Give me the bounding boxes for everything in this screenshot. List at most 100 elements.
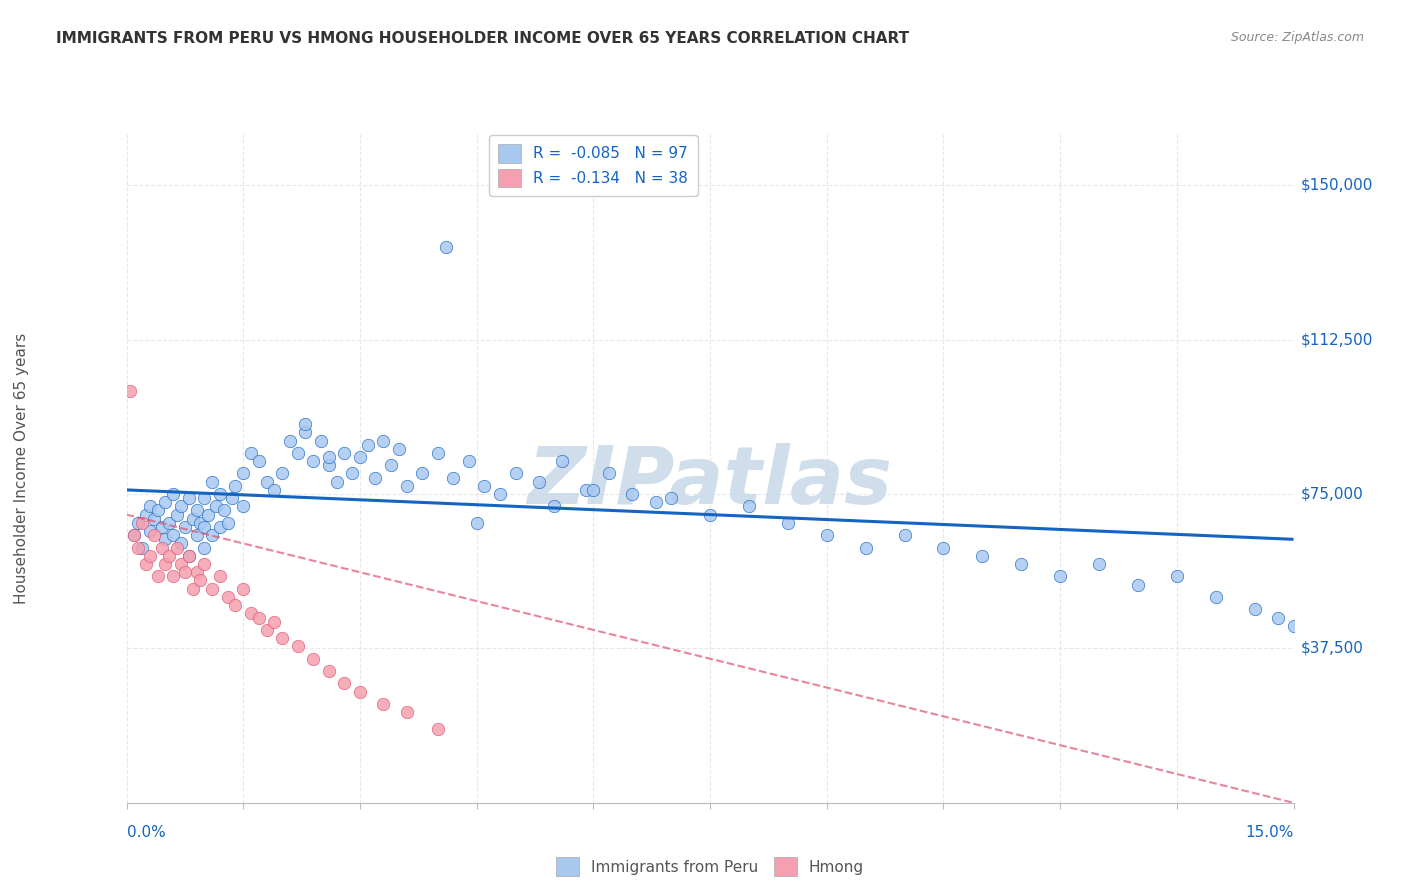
Point <box>426 722 449 736</box>
Point <box>1282 619 1305 633</box>
Point <box>247 610 270 624</box>
Point <box>294 425 316 440</box>
Point <box>333 446 356 460</box>
Point <box>893 528 915 542</box>
Text: 15.0%: 15.0% <box>1246 825 1294 840</box>
Point <box>364 470 387 484</box>
Point <box>146 569 169 583</box>
Point <box>287 640 309 654</box>
Point <box>170 500 193 514</box>
Point <box>155 533 177 547</box>
Point <box>174 520 197 534</box>
Point <box>162 569 184 583</box>
Point <box>465 516 488 530</box>
Point <box>1166 569 1188 583</box>
Point <box>181 512 204 526</box>
Point <box>217 590 239 604</box>
Point <box>232 500 254 514</box>
Point <box>142 528 165 542</box>
Point <box>131 541 153 555</box>
Point <box>738 500 761 514</box>
Point <box>325 475 347 489</box>
Point <box>201 475 224 489</box>
Point <box>373 697 395 711</box>
Point <box>155 557 177 571</box>
Point <box>120 384 142 398</box>
Text: ZIPatlas: ZIPatlas <box>527 442 893 521</box>
Point <box>217 516 239 530</box>
Point <box>278 434 301 448</box>
Point <box>659 491 682 505</box>
Point <box>411 467 433 481</box>
Point <box>349 450 371 464</box>
Point <box>139 549 162 563</box>
Point <box>208 487 231 501</box>
Point <box>309 434 332 448</box>
Point <box>699 508 721 522</box>
Point <box>644 495 666 509</box>
Point <box>166 541 188 555</box>
Point <box>135 557 157 571</box>
Point <box>426 446 449 460</box>
Point <box>380 458 402 473</box>
Point <box>232 467 254 481</box>
Point <box>294 417 316 431</box>
Point <box>142 512 165 526</box>
Point <box>157 549 180 563</box>
Point <box>1126 577 1149 591</box>
Point <box>1205 590 1227 604</box>
Point <box>177 549 200 563</box>
Point <box>174 566 197 580</box>
Point <box>441 470 464 484</box>
Point <box>598 467 620 481</box>
Point <box>271 467 294 481</box>
Point <box>150 541 173 555</box>
Point <box>855 541 877 555</box>
Point <box>776 516 799 530</box>
Point <box>474 479 496 493</box>
Point <box>166 508 188 522</box>
Text: Householder Income Over 65 years: Householder Income Over 65 years <box>14 333 28 604</box>
Point <box>333 676 356 690</box>
Point <box>395 479 418 493</box>
Point <box>621 487 644 501</box>
Point <box>373 434 395 448</box>
Point <box>357 437 380 451</box>
Point <box>574 483 596 497</box>
Point <box>212 503 235 517</box>
Point <box>271 631 294 645</box>
Point <box>201 582 224 596</box>
Point <box>1243 602 1265 616</box>
Point <box>232 582 254 596</box>
Point <box>815 528 838 542</box>
Point <box>224 479 246 493</box>
Point <box>157 516 180 530</box>
Point <box>177 491 200 505</box>
Text: 0.0%: 0.0% <box>127 825 166 840</box>
Point <box>150 520 173 534</box>
Point <box>543 500 565 514</box>
Point <box>162 528 184 542</box>
Point <box>124 528 146 542</box>
Point <box>193 541 215 555</box>
Point <box>505 467 527 481</box>
Point <box>256 623 278 637</box>
Legend: Immigrants from Peru, Hmong: Immigrants from Peru, Hmong <box>550 851 870 882</box>
Point <box>302 651 325 665</box>
Point <box>193 557 215 571</box>
Point <box>127 541 149 555</box>
Point <box>318 458 340 473</box>
Point <box>932 541 955 555</box>
Point <box>582 483 605 497</box>
Point <box>201 528 224 542</box>
Point <box>972 549 994 563</box>
Text: $150,000: $150,000 <box>1301 178 1372 193</box>
Point <box>155 495 177 509</box>
Point <box>181 582 204 596</box>
Point <box>193 520 215 534</box>
Point <box>551 454 574 468</box>
Point <box>224 598 246 612</box>
Point <box>256 475 278 489</box>
Point <box>1267 610 1289 624</box>
Point <box>247 454 270 468</box>
